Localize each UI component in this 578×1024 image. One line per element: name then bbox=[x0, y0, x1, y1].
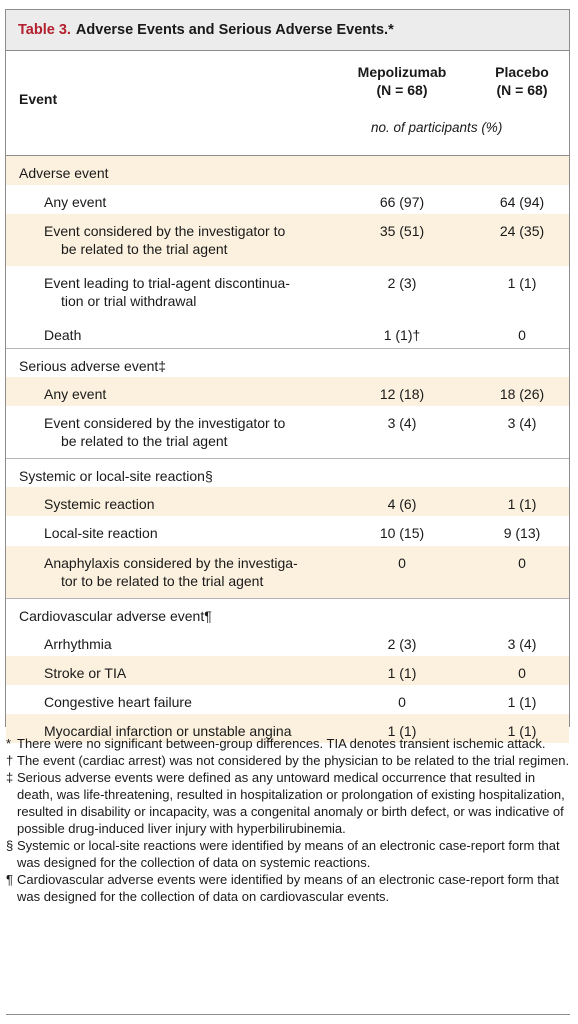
event-label: Systemic reaction bbox=[44, 496, 155, 513]
col-header-mepolizumab-n: (N = 68) bbox=[376, 82, 428, 98]
table-title: Adverse Events and Serious Adverse Event… bbox=[75, 22, 394, 38]
category-label: Cardiovascular adverse event¶ bbox=[19, 607, 212, 624]
mepolizumab-value: 66 (97) bbox=[379, 194, 425, 211]
table-row: Systemic reaction 4 (6) 1 (1) bbox=[6, 487, 569, 517]
table-row: Any event 12 (18) 18 (26) bbox=[6, 376, 569, 406]
table-row: Anaphylaxis considered by the investiga-… bbox=[6, 545, 569, 598]
event-label: Local-site reaction bbox=[44, 525, 158, 542]
mepolizumab-value: 0 bbox=[398, 554, 406, 571]
event-label: Congestive heart failure bbox=[44, 694, 192, 711]
col-header-mepolizumab: Mepolizumab (N = 68) bbox=[336, 63, 468, 99]
event-label-line: be related to the trial agent bbox=[61, 241, 228, 258]
mepolizumab-value: 3 (4) bbox=[387, 414, 417, 431]
placebo-value: 1 (1) bbox=[507, 694, 537, 711]
event-label: Myocardial infarction or unstable angina bbox=[44, 723, 292, 740]
event-label-line: Event leading to trial-agent discontinua… bbox=[44, 275, 290, 292]
table-row: Local-site reaction 10 (15) 9 (13) bbox=[6, 516, 569, 545]
footnote-text: Systemic or local-site reactions were id… bbox=[17, 838, 560, 870]
event-label: Any event bbox=[44, 194, 107, 211]
bottom-rule bbox=[6, 1014, 570, 1015]
category-label: Serious adverse event‡ bbox=[19, 357, 167, 374]
event-label: Anaphylaxis considered by the investiga-… bbox=[44, 554, 324, 590]
mepolizumab-value: 4 (6) bbox=[387, 496, 417, 513]
placebo-value: 0 bbox=[518, 554, 526, 571]
event-label-line: tor to be related to the trial agent bbox=[61, 572, 264, 589]
footnote-text: Serious adverse events were defined as a… bbox=[17, 770, 565, 836]
table-row: Arrhythmia 2 (3) 3 (4) bbox=[6, 627, 569, 656]
mepolizumab-value: 1 (1) bbox=[387, 664, 417, 681]
mepolizumab-value: 2 (3) bbox=[387, 275, 417, 292]
mepolizumab-value: 2 (3) bbox=[387, 635, 417, 652]
event-label-line: tion or trial withdrawal bbox=[61, 293, 197, 310]
placebo-value: 1 (1) bbox=[507, 275, 537, 292]
col-header-event: Event bbox=[19, 91, 58, 107]
category-label: Systemic or local-site reaction§ bbox=[19, 467, 213, 484]
mepolizumab-value: 1 (1)† bbox=[383, 327, 421, 344]
table-row: Stroke or TIA 1 (1) 0 bbox=[6, 655, 569, 686]
footnote-symbol: ¶ bbox=[6, 872, 13, 887]
table-body: Adverse event Any event 66 (97) 64 (94) Even… bbox=[6, 156, 569, 744]
category-row: Systemic or local-site reaction§ bbox=[6, 457, 569, 487]
category-row: Adverse event bbox=[6, 156, 569, 186]
col-header-placebo: Placebo (N = 68) bbox=[484, 63, 560, 99]
footnote-symbol: † bbox=[6, 753, 14, 768]
table-row: Any event 66 (97) 64 (94) bbox=[6, 185, 569, 214]
category-row: Serious adverse event‡ bbox=[6, 347, 569, 377]
table-row: Event leading to trial-agent discontinua… bbox=[6, 266, 569, 318]
footnote-text: The event (cardiac arrest) was not consi… bbox=[17, 753, 570, 768]
event-label: Event considered by the investigator to b… bbox=[44, 414, 324, 450]
mepolizumab-value: 1 (1) bbox=[387, 723, 417, 740]
footnote: † The event (cardiac arrest) was not cons… bbox=[6, 752, 572, 769]
footnote: ¶ Cardiovascular adverse events were iden… bbox=[6, 871, 572, 905]
table-header: Event Mepolizumab (N = 68) Placebo (N = … bbox=[6, 51, 569, 156]
event-label: Stroke or TIA bbox=[44, 664, 127, 681]
placebo-value: 3 (4) bbox=[507, 414, 537, 431]
col-header-mepolizumab-name: Mepolizumab bbox=[357, 64, 447, 80]
event-label: Any event bbox=[44, 385, 107, 402]
event-label: Death bbox=[44, 327, 82, 344]
mepolizumab-value: 0 bbox=[398, 694, 406, 711]
table-row: Death 1 (1)† 0 bbox=[6, 318, 569, 347]
col-header-placebo-name: Placebo bbox=[495, 64, 549, 80]
mepolizumab-value: 35 (51) bbox=[379, 223, 425, 240]
event-label: Arrhythmia bbox=[44, 635, 112, 652]
placebo-value: 3 (4) bbox=[507, 635, 537, 652]
event-label-line: be related to the trial agent bbox=[61, 432, 228, 449]
mepolizumab-value: 10 (15) bbox=[379, 525, 425, 542]
placebo-value: 0 bbox=[518, 327, 526, 344]
event-label-line: Event considered by the investigator to bbox=[44, 414, 286, 431]
placebo-value: 24 (35) bbox=[499, 223, 545, 240]
footnote-symbol: § bbox=[6, 838, 14, 853]
col-header-placebo-n: (N = 68) bbox=[496, 82, 548, 98]
footnote: ‡ Serious adverse events were defined as … bbox=[6, 769, 572, 837]
footnote-symbol: * bbox=[6, 736, 12, 751]
placebo-value: 1 (1) bbox=[507, 496, 537, 513]
footnote-text: There were no significant between-group … bbox=[17, 736, 546, 751]
footnote: § Systemic or local-site reactions were i… bbox=[6, 837, 572, 871]
event-label: Event considered by the investigator to b… bbox=[44, 222, 324, 258]
placebo-value: 18 (26) bbox=[499, 385, 545, 402]
table-row: Myocardial infarction or unstable angina… bbox=[6, 714, 569, 744]
category-label: Adverse event bbox=[19, 165, 109, 181]
table-label: Table 3. bbox=[18, 22, 71, 38]
placebo-value: 64 (94) bbox=[499, 194, 545, 211]
footnotes: * There were no significant between-group… bbox=[6, 735, 572, 905]
footnote: * There were no significant between-group… bbox=[6, 735, 572, 752]
mepolizumab-value: 12 (18) bbox=[379, 385, 425, 402]
footnote-symbol: ‡ bbox=[6, 770, 14, 785]
table-title-bar: Table 3. Adverse Events and Serious Adve… bbox=[6, 10, 569, 51]
placebo-value: 9 (13) bbox=[503, 525, 541, 542]
adverse-events-table: Table 3. Adverse Events and Serious Adve… bbox=[5, 9, 570, 744]
table-row: Event considered by the investigator to b… bbox=[6, 214, 569, 267]
table-row: Event considered by the investigator to b… bbox=[6, 406, 569, 458]
footnote-text: Cardiovascular adverse events were ident… bbox=[17, 872, 559, 904]
category-row: Cardiovascular adverse event¶ bbox=[6, 597, 569, 627]
event-label-line: Event considered by the investigator to bbox=[44, 223, 286, 240]
placebo-value: 1 (1) bbox=[507, 723, 537, 740]
table-row: Congestive heart failure 0 1 (1) bbox=[6, 685, 569, 714]
event-label: Event leading to trial-agent discontinua… bbox=[44, 274, 324, 310]
unit-label: no. of participants (%) bbox=[371, 120, 503, 135]
placebo-value: 0 bbox=[518, 664, 526, 681]
event-label-line: Anaphylaxis considered by the investiga- bbox=[44, 554, 298, 571]
